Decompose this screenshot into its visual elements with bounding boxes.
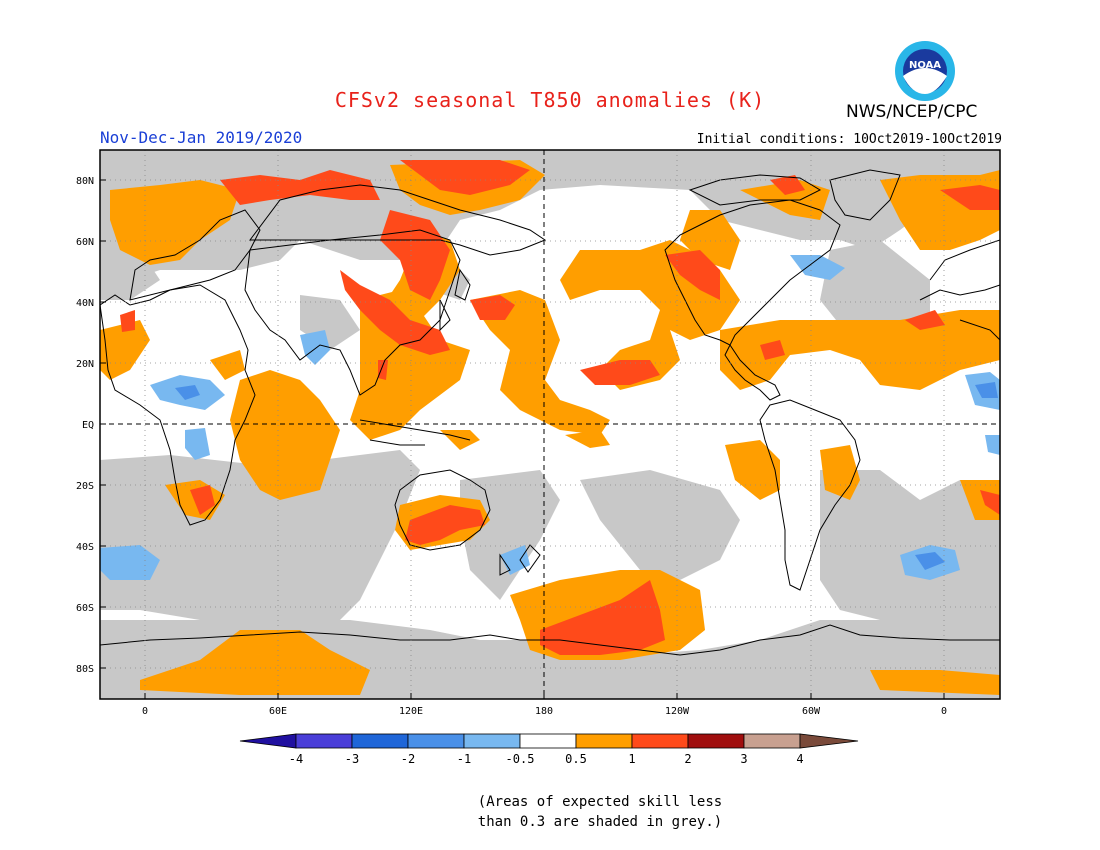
- noaa-logo-icon: NOAA: [895, 41, 955, 101]
- lat-label: 20N: [76, 359, 94, 370]
- colorbar-label: 3: [740, 752, 747, 766]
- lat-ticks: [100, 179, 106, 669]
- coastlines: [100, 169, 1000, 656]
- equator-and-dateline: [100, 150, 1000, 699]
- colorbar-swatch: [407, 733, 465, 749]
- lon-label: 60E: [269, 706, 287, 717]
- colorbar-label: 2: [684, 752, 691, 766]
- colorbar-label: -0.5: [506, 752, 535, 766]
- season-label: Nov-Dec-Jan 2019/2020: [100, 128, 303, 147]
- agency-label: NWS/NCEP/CPC: [846, 102, 978, 122]
- lat-label: 80N: [76, 176, 94, 187]
- colorbar-swatch: [631, 733, 689, 749]
- colorbar-swatch: [295, 733, 353, 749]
- colorbar-label: -3: [345, 752, 359, 766]
- colorbar-label: 0.5: [565, 752, 587, 766]
- lat-label: 40N: [76, 298, 94, 309]
- colorbar-label: -4: [289, 752, 303, 766]
- colorbar-labels: -4 -3 -2 -1 -0.5 0.5 1 2 3 4: [289, 752, 804, 766]
- lon-label: 60W: [802, 706, 821, 717]
- colorbar-swatch: [743, 733, 801, 749]
- colorbar-label: 4: [796, 752, 803, 766]
- colorbar-label: -2: [401, 752, 415, 766]
- initial-conditions-label: Initial conditions: 10Oct2019-10Oct2019: [696, 132, 1002, 147]
- lon-label: 120E: [399, 706, 423, 717]
- map-title: CFSv2 seasonal T850 anomalies (K): [334, 88, 766, 112]
- lon-label: 0: [142, 706, 148, 717]
- lon-label: 0: [941, 706, 947, 717]
- lat-label: 20S: [76, 481, 94, 492]
- colorbar-swatch: [687, 733, 745, 749]
- colorbar-swatch: [575, 733, 633, 749]
- footnote-line-1: (Areas of expected skill less: [477, 794, 723, 810]
- colorbar-label: -1: [457, 752, 471, 766]
- colorbar-swatch: [351, 733, 409, 749]
- lat-label: 60N: [76, 237, 94, 248]
- lat-label: 80S: [76, 664, 94, 675]
- colorbar-swatch: [463, 733, 521, 749]
- lon-ticks: [144, 693, 945, 699]
- longitude-labels: 0 60E 120E 180 120W 60W 0: [142, 706, 947, 717]
- graticule: [100, 150, 1000, 699]
- colorbar-label: 1: [628, 752, 635, 766]
- colorbar-swatch: [519, 733, 577, 749]
- logo-text: NOAA: [909, 60, 941, 71]
- latitude-labels: 80N 60N 40N 20N EQ 20S 40S 60S 80S: [76, 176, 94, 675]
- lat-label: 40S: [76, 542, 94, 553]
- colorbar-swatch: [799, 733, 859, 749]
- colorbar-swatch: [239, 733, 297, 749]
- skill-footnote: (Areas of expected skill less than 0.3 a…: [470, 792, 730, 832]
- lon-label: 120W: [665, 706, 690, 717]
- anomaly-neg-1-to-neg-2-areas: [175, 382, 998, 570]
- lon-label: 180: [535, 706, 553, 717]
- footnote-line-2: than 0.3 are shaded in grey.): [477, 814, 723, 830]
- lat-label: EQ: [82, 420, 94, 431]
- colorbar: [239, 733, 859, 749]
- lat-label: 60S: [76, 603, 94, 614]
- anomaly-neg-0.5-to-neg-1-areas: [100, 255, 1000, 580]
